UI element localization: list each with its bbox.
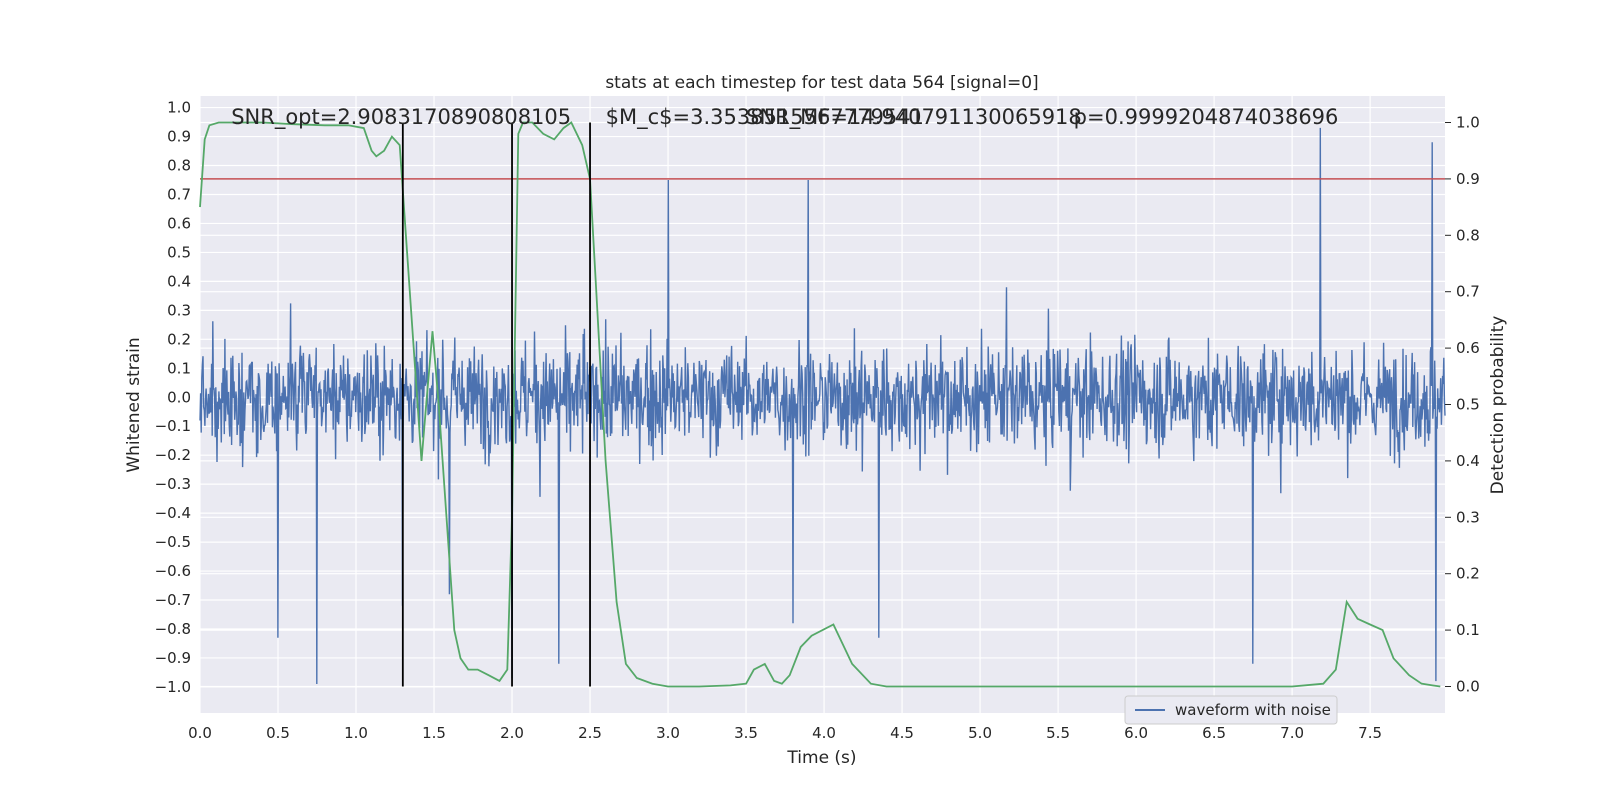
y-tick-label: −1.0	[155, 678, 191, 696]
chart-title: stats at each timestep for test data 564…	[605, 73, 1038, 93]
x-tick-label: 0.5	[266, 724, 290, 742]
annotation-3: p=0.9999204874038696	[1074, 105, 1339, 129]
legend-box	[1124, 695, 1338, 725]
probability-series	[199, 121, 1441, 688]
annotation-0: SNR_opt=2.9083170890808105	[231, 105, 571, 130]
x-axis-label: Time (s)	[786, 748, 856, 768]
annotations: SNR_opt=2.9083170890808105 $M_c$=3.353851…	[231, 105, 1338, 130]
y-axis-ticks: 1.0 0.9 0.8 0.7 0.6 0.5 0.4 0.3 0.2 0.1 0.0 −0.1 −0.…	[155, 99, 191, 696]
y2-tick-label: 0.1	[1456, 621, 1480, 639]
y2-axis-ticks: 1.0 0.9 0.8 0.7 0.6 0.5 0.4 0.3 0.2 0.1 0.0	[1445, 114, 1480, 695]
x-tick-label: 3.0	[656, 724, 680, 742]
x-tick-label: 5.0	[968, 724, 992, 742]
y-tick-label: −0.7	[155, 591, 191, 609]
y-axis-label: Whitened strain	[124, 337, 144, 472]
y-tick-label: −0.6	[155, 562, 191, 580]
x-tick-label: 5.5	[1046, 724, 1070, 742]
legend: waveform with noise	[1124, 695, 1338, 725]
x-tick-label: 7.5	[1358, 724, 1382, 742]
y-tick-label: 0.6	[167, 214, 191, 232]
y-tick-label: 0.4	[167, 272, 191, 290]
x-tick-label: 3.5	[734, 724, 758, 742]
x-tick-label: 6.0	[1124, 724, 1148, 742]
y-tick-label: 0.2	[167, 330, 191, 348]
waveform-series	[199, 127, 1446, 685]
y-tick-label: 0.8	[167, 157, 191, 175]
event-markers	[401, 122, 591, 687]
y2-tick-label: 0.3	[1456, 508, 1480, 526]
x-tick-label: 4.0	[812, 724, 836, 742]
y-tick-label: 0.5	[167, 243, 191, 261]
x-tick-label: 2.5	[578, 724, 602, 742]
x-tick-label: 0.0	[188, 724, 212, 742]
y2-tick-label: 0.6	[1456, 339, 1480, 357]
y-tick-label: 0.0	[167, 388, 191, 406]
x-tick-label: 2.0	[500, 724, 524, 742]
y-tick-label: −0.8	[155, 620, 191, 638]
y-tick-label: −0.1	[155, 417, 191, 435]
x-axis-ticks: 0.0 0.5 1.0 1.5 2.0 2.5 3.0 3.5 4.0 4.5 5.0 5.5 6.0 6…	[188, 724, 1382, 742]
x-tick-label: 4.5	[890, 724, 914, 742]
probability-line	[199, 121, 1441, 688]
y2-tick-label: 0.7	[1456, 283, 1480, 301]
x-tick-label: 1.0	[344, 724, 368, 742]
y-tick-label: 0.7	[167, 185, 191, 203]
y2-tick-label: 0.5	[1456, 396, 1480, 414]
y-tick-label: 1.0	[167, 99, 191, 117]
annotation-2: SNR_MF=14.940791130065918	[746, 105, 1082, 130]
y-tick-label: 0.9	[167, 128, 191, 146]
y-tick-label: −0.3	[155, 475, 191, 493]
y2-tick-label: 0.8	[1456, 226, 1480, 244]
y-tick-label: 0.3	[167, 301, 191, 319]
y-tick-label: −0.2	[155, 446, 191, 464]
y2-tick-label: 0.0	[1456, 677, 1480, 695]
annotation-1: $M_c$=3.3538515567779541	[606, 105, 924, 130]
y-tick-label: 0.1	[167, 359, 191, 377]
y2-tick-label: 0.9	[1456, 170, 1480, 188]
y2-tick-label: 0.2	[1456, 565, 1480, 583]
x-tick-label: 6.5	[1202, 724, 1226, 742]
y-tick-label: −0.4	[155, 504, 191, 522]
x-tick-label: 7.0	[1280, 724, 1304, 742]
x-tick-label: 1.5	[422, 724, 446, 742]
y2-tick-label: 1.0	[1456, 114, 1480, 132]
y2-axis-label: Detection probability	[1488, 316, 1508, 495]
y2-tick-label: 0.4	[1456, 452, 1480, 470]
y-tick-label: −0.5	[155, 533, 191, 551]
waveform-line	[199, 127, 1446, 685]
y-tick-label: −0.9	[155, 649, 191, 667]
legend-label-waveform: waveform with noise	[1175, 701, 1331, 719]
